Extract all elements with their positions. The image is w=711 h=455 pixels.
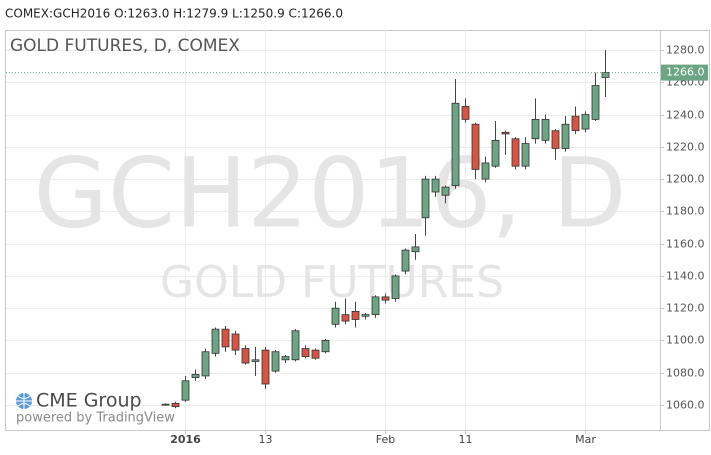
chart-title: GOLD FUTURES, D, COMEX <box>10 36 240 56</box>
candle-body <box>181 380 190 401</box>
powered-by: powered by TradingView <box>16 411 175 426</box>
candle-body <box>361 314 370 317</box>
logo-globe-lines <box>16 393 32 409</box>
candle-body <box>371 296 380 316</box>
candle-body <box>441 186 450 196</box>
logo: CME Group powered by TradingView <box>16 390 175 426</box>
watermark-symbol: GCH2016, D <box>34 137 627 249</box>
candle-body <box>231 333 240 351</box>
y-tick-label: 1240.0 <box>666 109 705 122</box>
y-tick-label: 1080.0 <box>666 367 705 380</box>
x-tick-label: 13 <box>259 433 273 446</box>
candle-body <box>191 373 200 378</box>
candle-body <box>241 348 250 364</box>
candle-body <box>521 143 530 167</box>
candle-body <box>421 178 430 219</box>
candle-body <box>201 351 210 377</box>
x-tick-label: 2016 <box>170 433 201 446</box>
last-price-tag <box>661 64 708 81</box>
candle-body <box>291 330 300 361</box>
grid <box>6 30 660 430</box>
x-tick-label: Feb <box>376 433 395 446</box>
x-tick-label: 11 <box>459 433 473 446</box>
logo-text: CME Group <box>36 390 142 412</box>
candle-body <box>271 351 280 372</box>
candle-body <box>591 85 600 120</box>
y-tick-label: 1100.0 <box>666 334 705 347</box>
candle-body <box>571 115 580 132</box>
candle-body <box>451 102 460 186</box>
symbol-header: COMEX:GCH2016 O:1263.0 H:1279.9 L:1250.9… <box>5 7 343 21</box>
candle-body <box>471 123 480 170</box>
x-tick-label: Mar <box>575 433 596 446</box>
y-tick-label: 1200.0 <box>666 173 705 186</box>
candle-body <box>391 275 400 299</box>
candle-body <box>511 138 520 167</box>
watermark-name: GOLD FUTURES <box>160 257 504 308</box>
candle-body <box>541 118 550 141</box>
candle-body <box>161 403 170 406</box>
candle-body <box>531 118 540 140</box>
candle-body <box>401 249 410 272</box>
candle-body <box>561 123 570 149</box>
candle-body <box>211 328 220 354</box>
y-tick-label: 1180.0 <box>666 205 705 218</box>
last-price-label: 1266.0 <box>666 66 705 79</box>
candle-body <box>481 162 490 180</box>
y-tick-label: 1160.0 <box>666 238 705 251</box>
y-tick-label: 1140.0 <box>666 270 705 283</box>
candle-body <box>171 402 180 408</box>
candle-body <box>341 314 350 322</box>
candle-body <box>321 340 330 353</box>
candles <box>161 50 610 409</box>
candle-body <box>501 131 510 135</box>
candle-body <box>221 328 230 348</box>
y-tick-label: 1060.0 <box>666 399 705 412</box>
candle-body <box>491 139 500 167</box>
candle-body <box>331 307 340 325</box>
candle-body <box>251 359 260 362</box>
candle-body <box>311 349 320 359</box>
candle-body <box>581 114 590 130</box>
candle-body <box>281 356 290 361</box>
candle-body <box>461 106 470 120</box>
y-tick-label: 1220.0 <box>666 141 705 154</box>
candle-body <box>411 246 420 253</box>
candle-body <box>351 311 360 320</box>
y-tick-label: 1280.0 <box>666 44 705 57</box>
chart-frame <box>5 30 710 431</box>
candle-body <box>381 296 390 301</box>
candle-body <box>431 178 440 193</box>
candle-body <box>301 348 310 357</box>
candle-body <box>261 349 270 385</box>
candle-body <box>551 130 560 149</box>
candle-body <box>601 72 610 78</box>
y-tick-label: 1120.0 <box>666 302 705 315</box>
